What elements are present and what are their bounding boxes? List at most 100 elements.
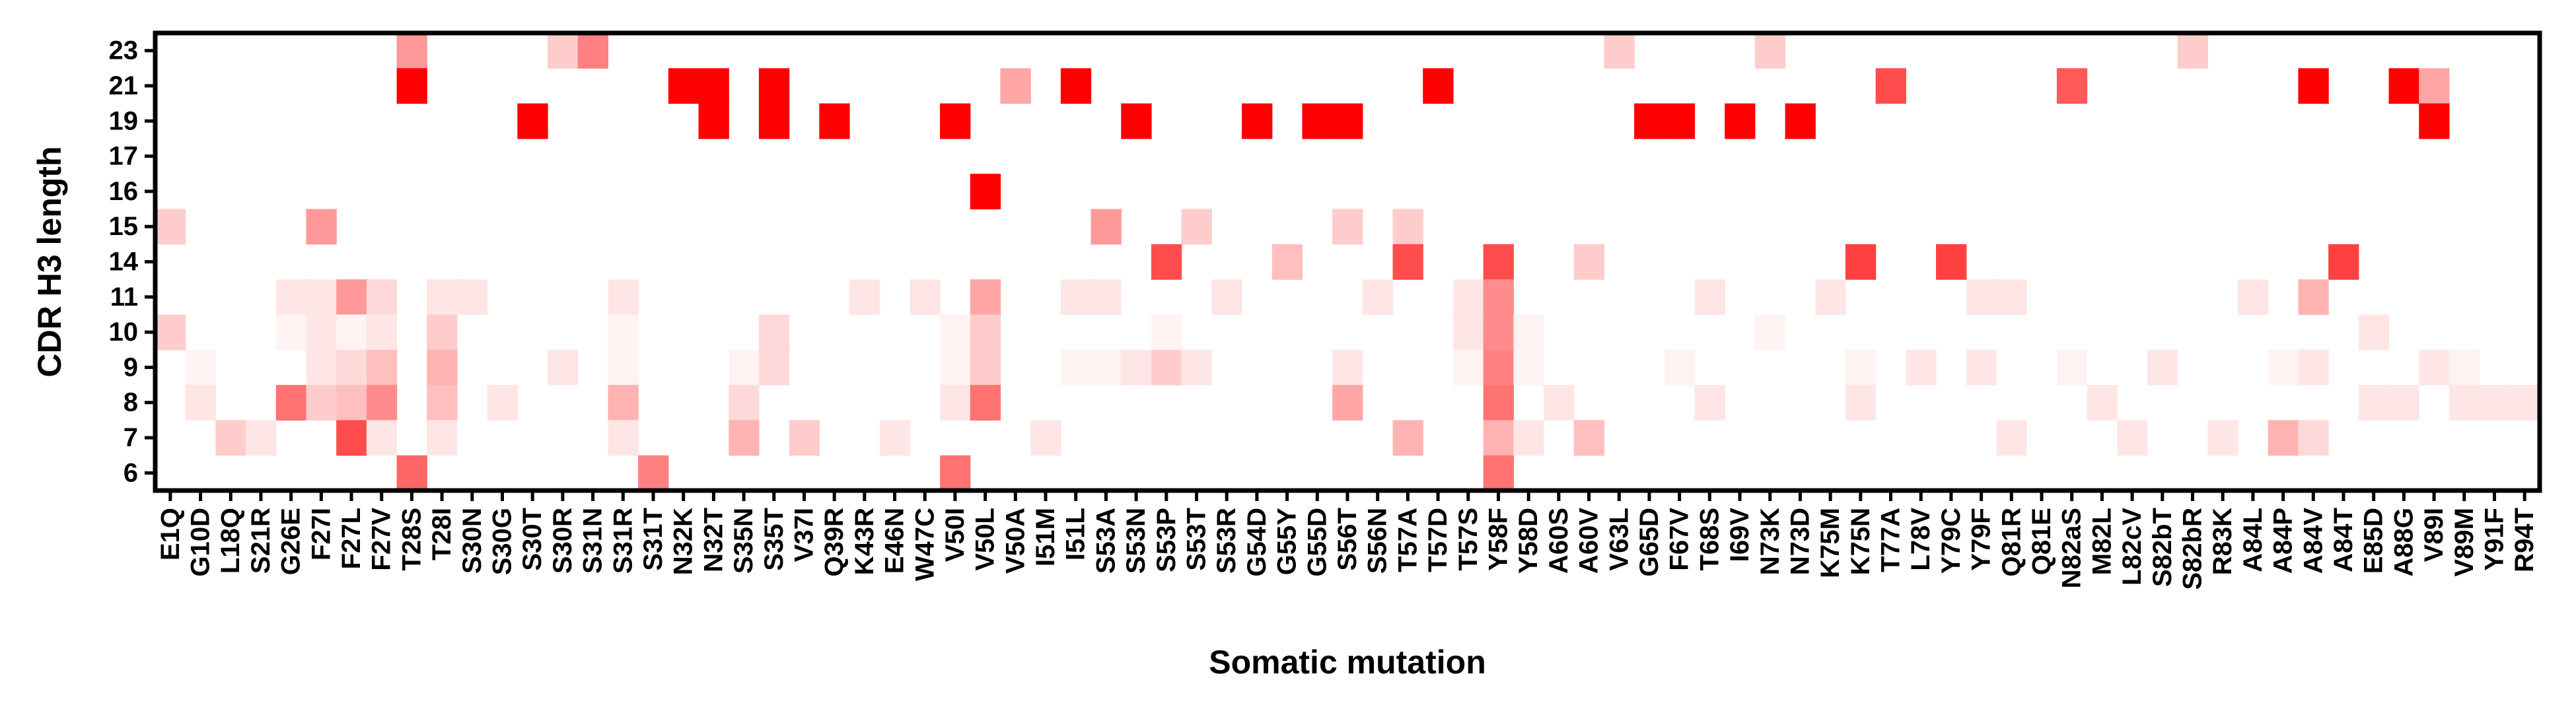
heatmap-cell (1725, 103, 1756, 139)
heatmap-cell (608, 385, 639, 421)
heatmap-cell (2388, 68, 2419, 104)
x-tick-label: S31N (579, 508, 608, 574)
y-tick-label: 19 (109, 106, 139, 135)
x-tick-label: S53A (1091, 508, 1120, 574)
heatmap-cell (608, 314, 639, 351)
x-tick-label: E1Q (156, 508, 185, 560)
heatmap-cell (819, 103, 850, 139)
heatmap-cell (1151, 244, 1182, 280)
heatmap-cell (427, 279, 458, 316)
heatmap-cell (1362, 279, 1394, 316)
heatmap-cell (910, 279, 941, 316)
heatmap-cell (940, 385, 971, 421)
heatmap-cell (2087, 385, 2118, 421)
heatmap-cell (1483, 385, 1514, 421)
heatmap-cell (427, 314, 458, 351)
x-tick-label: L78V (1906, 508, 1935, 571)
heatmap-cell (366, 314, 398, 351)
heatmap-cell (1332, 385, 1363, 421)
heatmap-cell (366, 420, 398, 456)
heatmap-cell (698, 103, 729, 139)
x-tick-label: A88G (2389, 508, 2418, 577)
heatmap-cell (1000, 68, 1031, 104)
heatmap-cell (1091, 209, 1122, 245)
heatmap-cell (758, 314, 790, 351)
heatmap-cell (1332, 349, 1363, 386)
x-tick-label: S30R (548, 508, 577, 574)
heatmap-cell (427, 420, 458, 456)
y-tick-label: 14 (109, 248, 139, 277)
heatmap-cell (940, 455, 971, 491)
heatmap-cell (306, 349, 337, 386)
heatmap-cell (970, 279, 1001, 316)
x-tick-label: Y79C (1937, 508, 1966, 574)
heatmap-cell (1634, 103, 1665, 139)
y-tick-label: 17 (109, 142, 139, 171)
y-tick-label: 23 (109, 36, 139, 65)
y-axis: 23 21 19 17 16 15 14 11 10 9 8 7 6 (109, 36, 155, 487)
x-tick-label: F27L (337, 508, 366, 569)
x-tick-label: K75M (1816, 508, 1845, 578)
heatmap-cell (1060, 349, 1092, 386)
heatmap-cell (1664, 103, 1696, 139)
heatmap-cell (1121, 349, 1152, 386)
heatmap-cell (1966, 349, 1997, 386)
x-tick-label: E85D (2359, 508, 2388, 574)
x-tick-label: N73D (1785, 508, 1814, 575)
heatmap-cell (758, 103, 790, 139)
heatmap-cell (1452, 314, 1484, 351)
heatmap-cell (1483, 455, 1514, 491)
heatmap-cell (1121, 103, 1152, 139)
heatmap-cell (940, 349, 971, 386)
x-tick-label: S56T (1333, 508, 1362, 571)
heatmap-cell (2238, 279, 2269, 316)
x-tick-label: T77A (1877, 508, 1906, 572)
x-tick-label: A60V (1575, 508, 1604, 574)
heatmap-cell (849, 279, 880, 316)
heatmap-cell (1242, 103, 1273, 139)
heatmap-cell (1271, 244, 1303, 280)
x-axis: E1Q G10D L18Q S21R G26E F27I F27L F27V T28S T28I S… (156, 491, 2539, 590)
heatmap-cell (2117, 420, 2148, 456)
x-tick-label: N73K (1756, 508, 1785, 575)
x-tick-label: V63L (1604, 508, 1633, 571)
heatmap-cell (396, 33, 427, 69)
heatmap-cell (1483, 420, 1514, 456)
heatmap-cell (366, 385, 398, 421)
x-tick-label: K43R (850, 508, 879, 575)
heatmap-cell (2298, 349, 2329, 386)
x-tick-label: S53N (1122, 508, 1151, 574)
x-tick-label: G54D (1242, 508, 1271, 577)
x-tick-label: S82bT (2148, 508, 2177, 587)
heatmap-cell (1754, 314, 1786, 351)
x-tick-label: F67V (1665, 508, 1694, 571)
y-tick-label: 8 (124, 388, 138, 417)
x-tick-label: S30N (458, 508, 487, 574)
x-tick-label: T57A (1393, 508, 1422, 572)
heatmap-cell (306, 385, 337, 421)
x-tick-label: Q81R (1997, 508, 2026, 577)
heatmap-cell (2207, 420, 2238, 456)
x-tick-label: N82aS (2057, 508, 2087, 588)
x-tick-label: V50L (971, 508, 1000, 571)
x-tick-label: Q81E (2027, 508, 2056, 575)
x-tick-label: S21R (246, 508, 275, 574)
x-tick-label: N32K (669, 508, 698, 575)
x-tick-label: T57S (1454, 508, 1483, 571)
x-tick-label: S31T (639, 508, 668, 571)
x-tick-label: W47C (910, 508, 939, 581)
heatmap-cell (1452, 279, 1484, 316)
y-tick-label: 10 (109, 318, 139, 347)
heatmap-cell (1845, 244, 1877, 280)
heatmap-cell (427, 349, 458, 386)
heatmap-cell (729, 420, 760, 456)
heatmap-cell (2479, 385, 2510, 421)
x-tick-label: A84P (2269, 508, 2298, 574)
x-tick-label: Y91F (2480, 508, 2509, 571)
heatmap-cell (940, 314, 971, 351)
heatmap-cell (1392, 209, 1423, 245)
heatmap-cell (1483, 349, 1514, 386)
x-tick-label: M82L (2087, 508, 2116, 575)
x-tick-label: V50A (1001, 508, 1030, 574)
